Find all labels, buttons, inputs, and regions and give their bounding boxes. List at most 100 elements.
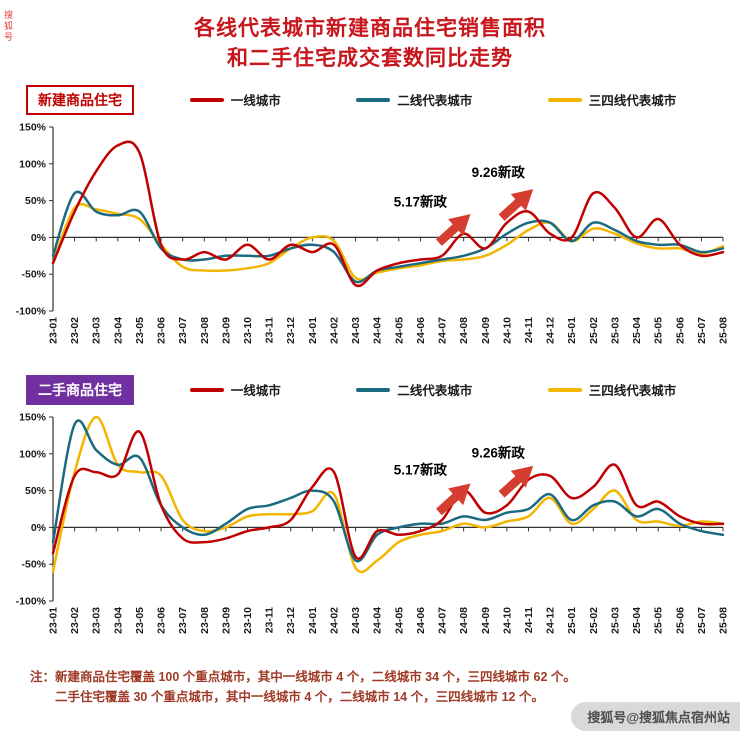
legend-label: 三四线代表城市 bbox=[588, 384, 677, 399]
x-tick-label: 24-11 bbox=[523, 317, 535, 343]
annotation-arrow-icon bbox=[435, 214, 471, 246]
legend-swatch-tier1 bbox=[189, 97, 224, 102]
legend-label: 一线城市 bbox=[230, 94, 281, 109]
footer-watermark: 搜狐号@搜狐焦点宿州站 bbox=[571, 702, 740, 731]
x-tick-label: 25-04 bbox=[631, 317, 643, 344]
y-tick-label: 150% bbox=[19, 121, 47, 133]
x-tick-label: 25-04 bbox=[631, 607, 643, 634]
series-line-一线城市 bbox=[51, 140, 725, 288]
x-tick-label: 24-04 bbox=[372, 317, 384, 344]
x-tick-label: 25-03 bbox=[609, 607, 621, 634]
y-tick-label: 50% bbox=[25, 195, 47, 207]
x-tick-label: 23-04 bbox=[112, 317, 124, 344]
legend-item: 一线城市 bbox=[189, 90, 281, 109]
legend-item: 三四线代表城市 bbox=[547, 380, 677, 399]
x-tick-label: 23-11 bbox=[264, 607, 276, 633]
annotation-label: 9.26新政 bbox=[472, 164, 526, 180]
chart-section-second-hand: 二手商品住宅 一线城市 二线代表城市 三四线代表城市 150% 100% 50% 0%… bbox=[0, 374, 740, 655]
x-tick-label: 23-04 bbox=[112, 607, 124, 634]
annotation-arrow-icon bbox=[435, 483, 471, 516]
x-tick-label: 24-10 bbox=[501, 607, 513, 634]
chart-tag-second-hand: 二手商品住宅 bbox=[26, 374, 134, 405]
x-tick-label: 23-06 bbox=[156, 317, 168, 344]
x-tick-label: 24-07 bbox=[437, 317, 449, 344]
x-tick-label: 24-03 bbox=[350, 317, 362, 344]
new-homes-chart: 150% 100% 50% 0% -50% -100%23-01 23-02 23-03 23-… bbox=[16, 121, 730, 344]
x-tick-label: 25-02 bbox=[588, 317, 600, 344]
annotation-arrow-icon bbox=[498, 188, 534, 221]
x-tick-label: 24-02 bbox=[328, 607, 340, 634]
x-tick-label: 25-03 bbox=[609, 317, 621, 344]
x-tick-label: 24-09 bbox=[480, 317, 492, 344]
legend-new-homes: 一线城市 二线代表城市 三四线代表城市 bbox=[134, 90, 714, 109]
x-tick-label: 24-03 bbox=[350, 607, 362, 634]
second-hand-chart: 150% 100% 50% 0% -50% -100%23-01 23-02 23-03 23-… bbox=[16, 411, 730, 634]
legend-swatch-tier34 bbox=[547, 97, 582, 102]
x-tick-label: 23-05 bbox=[134, 607, 146, 634]
y-tick-label: -100% bbox=[16, 305, 47, 317]
x-tick-label: 23-02 bbox=[69, 317, 81, 344]
notes: 注：新建商品住宅覆盖 100 个重点城市，其中一线城市 4 个，二线城市 34 … bbox=[30, 667, 740, 707]
legend-label: 二线代表城市 bbox=[397, 384, 473, 399]
series-line-二线代表城市 bbox=[51, 419, 725, 563]
chart-tag-new-homes: 新建商品住宅 bbox=[26, 84, 134, 115]
x-tick-label: 23-01 bbox=[48, 317, 60, 344]
x-tick-label: 25-05 bbox=[653, 607, 665, 634]
x-tick-label: 25-01 bbox=[566, 607, 578, 634]
x-tick-label: 24-10 bbox=[501, 317, 513, 344]
x-tick-label: 24-05 bbox=[393, 317, 405, 344]
x-tick-label: 24-06 bbox=[415, 317, 427, 344]
series-line-二线代表城市 bbox=[51, 190, 725, 284]
x-tick-label: 23-05 bbox=[134, 317, 146, 344]
y-tick-label: 150% bbox=[19, 411, 47, 423]
title-line-1: 各线代表城市新建商品住宅销售面积 bbox=[194, 17, 546, 40]
x-tick-label: 23-03 bbox=[91, 317, 103, 344]
x-tick-label: 23-09 bbox=[220, 317, 232, 344]
y-tick-label: 0% bbox=[31, 522, 47, 534]
y-tick-label: 50% bbox=[25, 485, 47, 497]
x-tick-label: 23-10 bbox=[242, 607, 254, 634]
y-tick-label: 100% bbox=[19, 158, 47, 170]
page-title: 各线代表城市新建商品住宅销售面积 和二手住宅成交套数同比走势 bbox=[0, 0, 740, 75]
annotation-label: 5.17新政 bbox=[394, 193, 448, 209]
x-tick-label: 24-02 bbox=[328, 317, 340, 344]
x-tick-label: 24-12 bbox=[545, 317, 557, 344]
legend-swatch-tier34 bbox=[547, 387, 582, 392]
legend-item: 二线代表城市 bbox=[356, 380, 472, 399]
x-tick-label: 24-06 bbox=[415, 607, 427, 634]
legend-item: 一线城市 bbox=[189, 380, 281, 399]
x-tick-label: 24-12 bbox=[545, 607, 557, 634]
legend-swatch-tier2 bbox=[356, 387, 391, 392]
x-tick-label: 25-06 bbox=[674, 317, 686, 344]
y-tick-label: -50% bbox=[21, 559, 46, 571]
x-tick-label: 25-07 bbox=[696, 317, 708, 344]
legend-label: 三四线代表城市 bbox=[588, 94, 677, 109]
y-tick-label: -100% bbox=[16, 595, 47, 607]
legend-label: 一线城市 bbox=[230, 384, 281, 399]
annotation-arrow-icon bbox=[498, 465, 534, 498]
x-tick-label: 23-06 bbox=[156, 607, 168, 634]
x-tick-label: 25-07 bbox=[696, 607, 708, 634]
x-tick-label: 23-02 bbox=[69, 607, 81, 634]
x-tick-label: 24-08 bbox=[458, 317, 470, 344]
x-tick-label: 24-11 bbox=[523, 607, 535, 633]
y-tick-label: 0% bbox=[31, 232, 47, 244]
x-tick-label: 25-05 bbox=[653, 317, 665, 344]
legend-item: 二线代表城市 bbox=[356, 90, 472, 109]
y-tick-label: 100% bbox=[19, 448, 47, 460]
side-watermark: 搜狐号 bbox=[3, 10, 13, 43]
x-tick-label: 24-01 bbox=[307, 317, 319, 344]
x-tick-label: 23-10 bbox=[242, 317, 254, 344]
x-tick-label: 24-07 bbox=[437, 607, 449, 634]
x-tick-label: 23-03 bbox=[91, 607, 103, 634]
x-tick-label: 23-01 bbox=[48, 607, 60, 634]
title-line-2: 和二手住宅成交套数同比走势 bbox=[227, 47, 513, 71]
x-tick-label: 23-11 bbox=[264, 317, 276, 343]
x-tick-label: 25-02 bbox=[588, 607, 600, 634]
x-tick-label: 24-08 bbox=[458, 607, 470, 634]
x-tick-label: 23-08 bbox=[199, 607, 211, 634]
x-tick-label: 23-12 bbox=[285, 317, 297, 344]
series-line-一线城市 bbox=[51, 430, 725, 560]
x-tick-label: 24-09 bbox=[480, 607, 492, 634]
